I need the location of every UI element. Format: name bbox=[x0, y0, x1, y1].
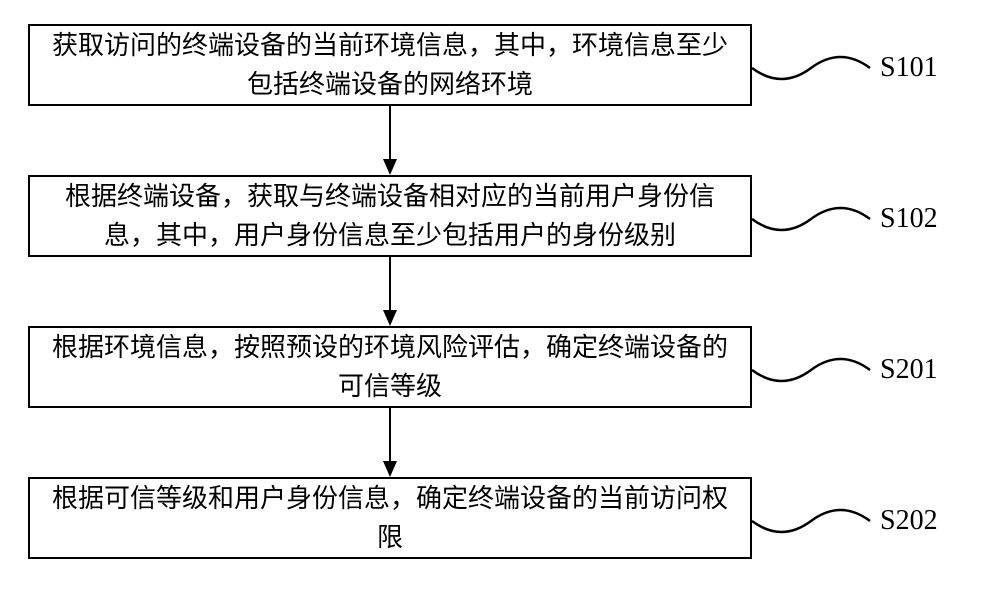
flowchart-canvas: 获取访问的终端设备的当前环境信息，其中，环境信息至少包括终端设备的网络环境根据终… bbox=[0, 0, 1000, 605]
connector-n4 bbox=[0, 0, 1000, 605]
